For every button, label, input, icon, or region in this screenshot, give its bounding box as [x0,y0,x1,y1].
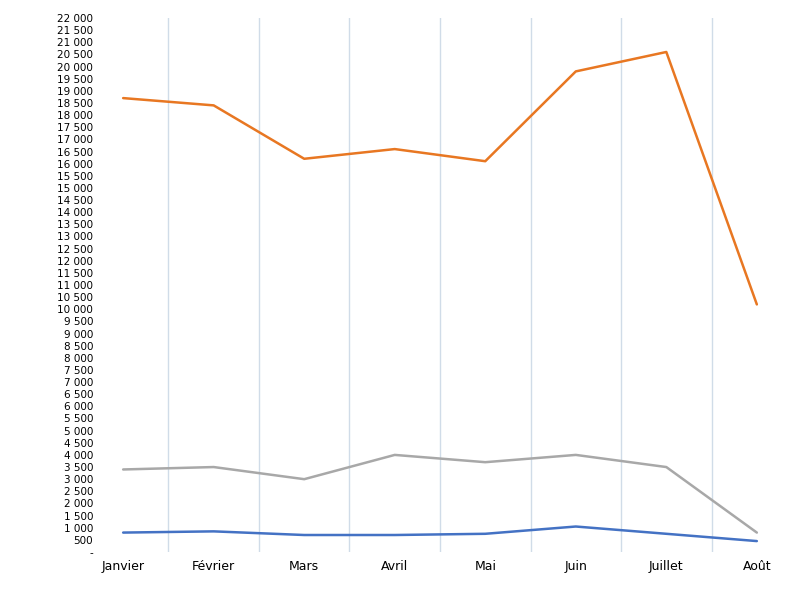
DCE téléchargés [481,158,490,165]
DCE téléchargés [299,155,309,163]
DCE téléchargés [571,68,581,75]
Line: marchés publiés: marchés publiés [123,455,757,533]
DCE téléchargés [118,94,128,101]
marchés publiés [571,451,581,458]
réponses déposées [118,529,128,536]
DCE téléchargés [662,49,671,56]
réponses déposées [390,532,399,539]
marchés publiés [662,463,671,470]
marchés publiés [390,451,399,458]
DCE téléchargés [390,145,399,152]
réponses déposées [571,523,581,530]
Line: DCE téléchargés: DCE téléchargés [123,52,757,304]
réponses déposées [209,528,218,535]
marchés publiés [118,466,128,473]
marchés publiés [209,463,218,470]
réponses déposées [481,530,490,538]
marchés publiés [299,476,309,483]
réponses déposées [299,532,309,539]
DCE téléchargés [209,102,218,109]
Line: réponses déposées: réponses déposées [123,527,757,541]
réponses déposées [662,530,671,538]
marchés publiés [752,529,762,536]
marchés publiés [481,458,490,466]
réponses déposées [752,538,762,545]
DCE téléchargés [752,301,762,308]
